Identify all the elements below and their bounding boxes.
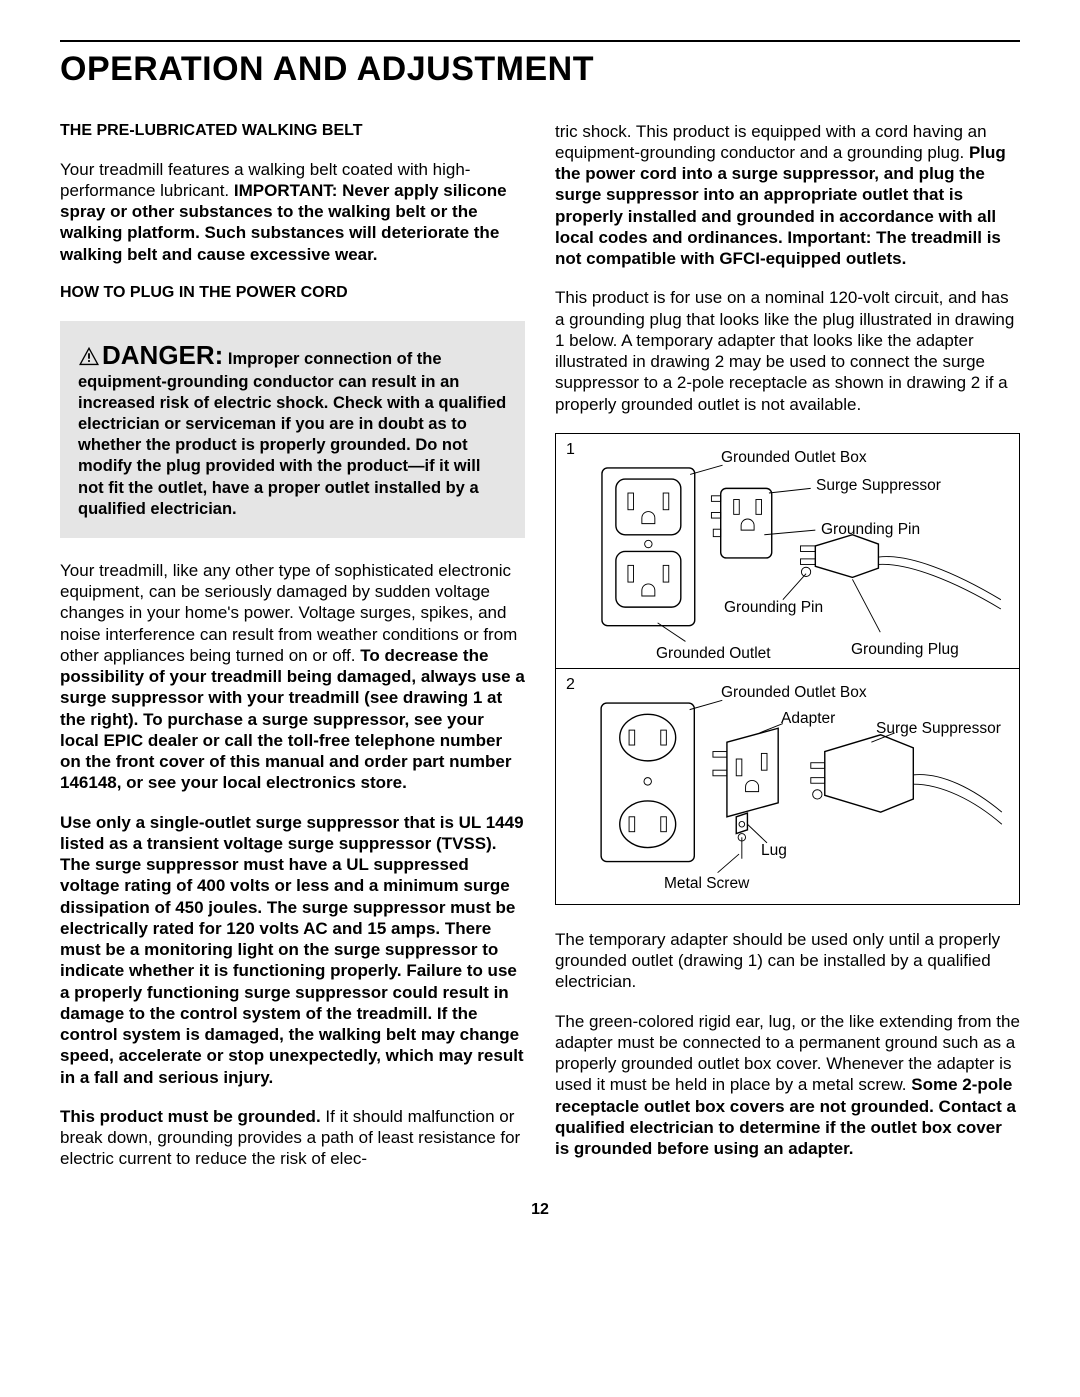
para-surge-b: To decrease the possibility of your trea…	[60, 646, 525, 793]
label-lug: Lug	[761, 841, 787, 860]
heading-power-cord: HOW TO PLUG IN THE POWER CORD	[60, 283, 525, 303]
top-rule	[60, 40, 1020, 42]
page-number: 12	[60, 1200, 1020, 1220]
para-tric-shock: tric shock. This product is equipped wit…	[555, 121, 1020, 270]
panel-2-number: 2	[566, 675, 575, 695]
para-belt: Your treadmill features a walking belt c…	[60, 159, 525, 265]
warning-icon	[78, 346, 100, 372]
para-120volt: This product is for use on a nominal 120…	[555, 287, 1020, 415]
label-grounded-outlet-box-1: Grounded Outlet Box	[721, 448, 867, 467]
para-tric-a: tric shock. This product is equipped wit…	[555, 122, 987, 162]
label-grounded-outlet: Grounded Outlet	[656, 644, 771, 663]
left-column: THE PRE-LUBRICATED WALKING BELT Your tre…	[60, 121, 525, 1170]
para-ul1449: Use only a single-outlet surge suppresso…	[60, 812, 525, 1088]
diagram-panel-2: 2	[556, 669, 1019, 904]
two-column-layout: THE PRE-LUBRICATED WALKING BELT Your tre…	[60, 121, 1020, 1170]
panel-1-number: 1	[566, 440, 575, 460]
danger-text: DANGER: Improper connection of the equip…	[78, 339, 507, 520]
label-metal-screw: Metal Screw	[664, 874, 749, 893]
para-surge: Your treadmill, like any other type of s…	[60, 560, 525, 794]
label-grounded-outlet-box-2: Grounded Outlet Box	[721, 683, 867, 702]
para-temp-adapter: The temporary adapter should be used onl…	[555, 929, 1020, 993]
diagram-panel-1: 1	[556, 434, 1019, 669]
danger-box: DANGER: Improper connection of the equip…	[60, 321, 525, 538]
para-green-lug: The green-colored rigid ear, lug, or the…	[555, 1011, 1020, 1160]
para-grounded: This product must be grounded. If it sho…	[60, 1106, 525, 1170]
danger-label: DANGER:	[102, 340, 223, 370]
label-grounding-plug: Grounding Plug	[851, 640, 959, 659]
para-grounded-a: This product must be grounded.	[60, 1107, 321, 1126]
heading-walking-belt: THE PRE-LUBRICATED WALKING BELT	[60, 121, 525, 141]
right-column: tric shock. This product is equipped wit…	[555, 121, 1020, 1170]
label-grounding-pin-b: Grounding Pin	[724, 598, 823, 617]
label-surge-1: Surge Suppressor	[816, 476, 941, 495]
label-grounding-pin-a: Grounding Pin	[821, 520, 920, 539]
diagram-frame: 1	[555, 433, 1020, 905]
label-adapter: Adapter	[781, 709, 835, 728]
diagram-1-svg	[564, 442, 1011, 660]
danger-body: Improper connection of the equipment-gro…	[78, 350, 506, 518]
label-surge-2: Surge Suppressor	[876, 719, 1001, 738]
page-title: OPERATION AND ADJUSTMENT	[60, 48, 1020, 91]
